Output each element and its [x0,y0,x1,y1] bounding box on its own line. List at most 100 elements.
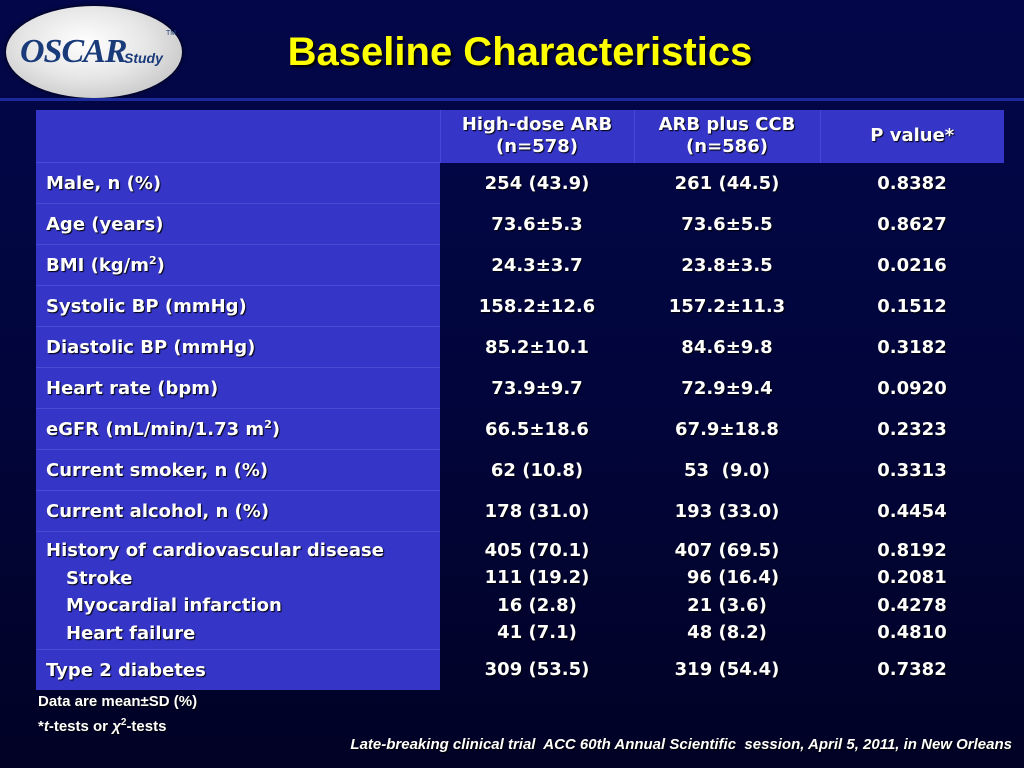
header-high-dose-arb: High-dose ARB (n=578) [440,110,635,163]
arb-plus-ccb-value: 72.9±9.4 [681,377,773,399]
logo-main-text: OSCAR [20,33,127,70]
header-label: ARB plus CCB [658,114,796,136]
high-dose-arb-value: 73.9±9.7 [491,377,583,399]
p-value: 0.3313 [877,459,947,481]
p-values: 0.8192 0.2081 0.4278 0.4810 [820,532,1004,650]
p-value: 0.0216 [877,254,947,276]
footnote-line-1: Data are mean±SD (%) [38,693,198,710]
source-citation: Late-breaking clinical trial ACC 60th An… [350,736,1012,753]
table-row: Systolic BP (mmHg) 158.2±12.6 157.2±11.3… [36,285,1004,327]
header-n: (n=586) [686,136,768,158]
table-row: eGFR (mL/min/1.73 m2) 66.5±18.6 67.9±18.… [36,408,1004,450]
arb-plus-ccb-value: 67.9±18.8 [675,418,779,440]
table-row-cvd-history: History of cardiovascular disease Stroke… [36,531,1004,650]
mi-label: Myocardial infarction [66,595,282,616]
p-value: 0.2323 [877,418,947,440]
table-row: Diastolic BP (mmHg) 85.2±10.1 84.6±9.8 0… [36,326,1004,368]
stroke-a: 111 (19.2) [484,567,590,588]
cvd-label: History of cardiovascular disease [46,540,384,561]
high-dose-arb-value: 178 (31.0) [484,500,590,522]
header-label: P value* [870,125,955,147]
row-label: Heart rate (bpm) [36,367,440,409]
row-label: Current alcohol, n (%) [36,490,440,532]
row-label-cvd: History of cardiovascular disease Stroke… [36,531,440,650]
label-text: eGFR (mL/min/1.73 m [46,419,265,440]
arb-plus-ccb-value: 193 (33.0) [674,500,780,522]
p-value: 0.8382 [877,172,947,194]
hf-a: 41 (7.1) [497,622,577,643]
mi-b: 21 (3.6) [687,594,767,616]
header-label: High-dose ARB [461,114,613,136]
label-superscript: 2 [149,254,157,267]
footnote-mid: -tests or [48,718,113,735]
baseline-table: High-dose ARB (n=578) ARB plus CCB (n=58… [36,110,1004,690]
arb-plus-ccb-value: 23.8±3.5 [681,254,773,276]
high-dose-arb-value: 73.6±5.3 [491,213,583,235]
footnote-sup: 2 [120,717,127,728]
table-row: Current smoker, n (%) 62 (10.8) 53 (9.0)… [36,449,1004,491]
stroke-b: 96 (16.4) [686,567,780,588]
footnote: Data are mean±SD (%) *t-tests or χ2-test… [38,691,197,737]
hf-p: 0.4810 [877,622,947,643]
logo-sub-text: Study [124,50,163,66]
arb-plus-ccb-value: 53 (9.0) [684,459,770,481]
p-value: 0.4454 [877,500,947,522]
header-p-value: P value* [820,110,1004,163]
mi-p: 0.4278 [877,594,947,616]
p-value: 0.7382 [877,659,947,681]
label-superscript: 2 [264,418,272,431]
cvd-a: 405 (70.1) [484,539,590,561]
row-label: Diastolic BP (mmHg) [36,326,440,368]
p-value: 0.0920 [877,377,947,399]
page-title: Baseline Characteristics [287,30,753,74]
row-label: BMI (kg/m2) [36,244,440,286]
label-text-end: ) [271,419,281,440]
footnote-line-2: *t-tests or χ2-tests [38,712,197,737]
p-value: 0.3182 [877,336,947,358]
arb-plus-ccb-value: 84.6±9.8 [681,336,773,358]
high-dose-arb-value: 62 (10.8) [490,459,584,481]
footnote-star: * [38,718,44,735]
header-arb-plus-ccb: ARB plus CCB (n=586) [634,110,821,163]
table-row: Male, n (%) 254 (43.9) 261 (44.5) 0.8382 [36,162,1004,204]
row-label: Type 2 diabetes [36,649,440,690]
footnote-end: -tests [126,718,167,735]
label-text: BMI (kg/m [46,255,150,276]
p-value: 0.1512 [877,295,947,317]
high-dose-arb-values: 405 (70.1) 111 (19.2) 16 (2.8) 41 (7.1) [440,532,634,650]
arb-plus-ccb-value: 73.6±5.5 [681,213,773,235]
table-row: BMI (kg/m2) 24.3±3.7 23.8±3.5 0.0216 [36,244,1004,286]
high-dose-arb-value: 158.2±12.6 [478,295,596,317]
row-label: Male, n (%) [36,162,440,204]
logo-trademark: TM [166,30,177,37]
high-dose-arb-value: 66.5±18.6 [485,418,589,440]
high-dose-arb-value: 309 (53.5) [484,659,590,681]
footnote-chi: χ [112,718,121,735]
high-dose-arb-value: 24.3±3.7 [491,254,583,276]
row-label: Current smoker, n (%) [36,449,440,491]
row-label: Age (years) [36,203,440,245]
header-n: (n=578) [496,136,578,158]
stroke-label: Stroke [66,567,133,589]
header-empty [36,110,441,163]
stroke-p: 0.2081 [877,567,947,588]
mi-a: 16 (2.8) [497,594,577,616]
heart-failure-label: Heart failure [66,622,196,644]
row-label: Systolic BP (mmHg) [36,285,440,327]
table-header-row: High-dose ARB (n=578) ARB plus CCB (n=58… [36,110,1004,163]
table-row: Heart rate (bpm) 73.9±9.7 72.9±9.4 0.092… [36,367,1004,409]
header-divider [0,98,1024,101]
p-value: 0.8627 [877,213,947,235]
high-dose-arb-value: 254 (43.9) [484,172,590,194]
arb-plus-ccb-value: 157.2±11.3 [668,295,786,317]
arb-plus-ccb-value: 261 (44.5) [674,172,780,194]
footnote-t: t [43,718,49,735]
hf-b: 48 (8.2) [687,622,767,643]
table-row: Type 2 diabetes 309 (53.5) 319 (54.4) 0.… [36,649,1004,690]
cvd-p: 0.8192 [877,539,947,561]
high-dose-arb-value: 85.2±10.1 [485,336,589,358]
cvd-b: 407 (69.5) [674,539,780,561]
row-label: eGFR (mL/min/1.73 m2) [36,408,440,450]
arb-plus-ccb-values: 407 (69.5) 96 (16.4) 21 (3.6) 48 (8.2) [634,532,820,650]
label-text-end: ) [156,255,165,276]
